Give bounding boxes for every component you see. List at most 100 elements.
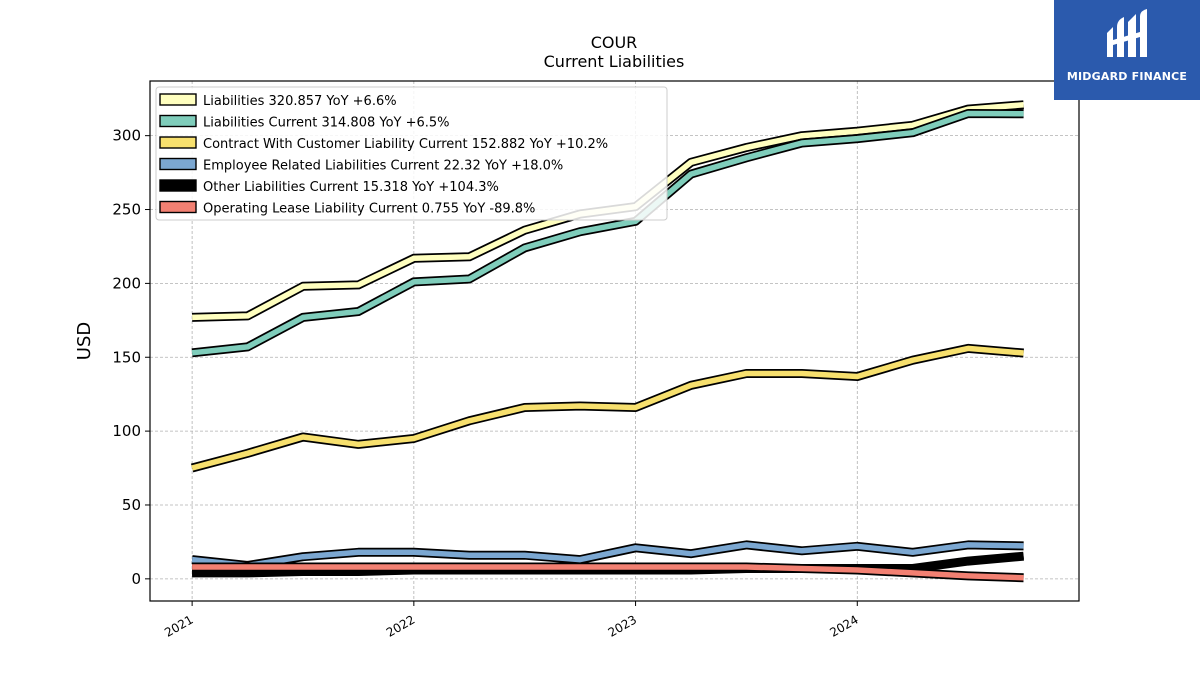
data-point — [744, 372, 748, 376]
data-point — [412, 565, 416, 569]
legend-swatch — [159, 93, 197, 106]
legend: Liabilities 320.857 YoY +6.6% Liabilities… — [155, 86, 668, 221]
series-line-2 — [190, 343, 1026, 473]
y-tick-label: 200 — [112, 274, 141, 292]
data-point — [966, 543, 970, 547]
data-point — [578, 230, 582, 234]
series-stroke — [191, 542, 1024, 569]
series-line-3 — [190, 540, 1026, 570]
data-point — [800, 567, 804, 571]
series-stroke — [191, 110, 1024, 356]
data-point — [966, 346, 970, 350]
data-point — [246, 451, 250, 455]
x-tick-label: 2023 — [606, 612, 639, 639]
data-point — [1022, 351, 1026, 355]
data-point — [356, 283, 360, 287]
data-point — [744, 565, 748, 569]
legend-item: Operating Lease Liability Current 0.755 … — [159, 200, 535, 217]
data-point — [412, 280, 416, 284]
y-tick-label: 0 — [131, 570, 141, 588]
data-point — [356, 550, 360, 554]
data-point — [467, 553, 471, 557]
data-point — [1022, 576, 1026, 580]
data-point — [800, 141, 804, 145]
data-point — [1022, 554, 1026, 558]
data-point — [190, 558, 194, 562]
x-tick-label: 2022 — [384, 612, 417, 639]
data-point — [467, 419, 471, 423]
brand-logo: MIDGARD FINANCE — [1054, 0, 1200, 100]
data-point — [578, 558, 582, 562]
data-point — [1022, 112, 1026, 116]
legend-swatch — [159, 200, 197, 214]
legend-swatch — [159, 157, 197, 171]
data-point — [744, 156, 748, 160]
legend-label: Liabilities Current 314.808 YoY +6.5% — [203, 116, 450, 131]
legend-swatch — [159, 114, 197, 128]
legend-item: Liabilities 320.857 YoY +6.6% — [159, 93, 397, 109]
data-point — [966, 559, 970, 563]
data-point — [356, 442, 360, 446]
data-point — [301, 315, 305, 319]
legend-swatch — [159, 136, 197, 149]
data-point — [855, 137, 859, 141]
data-point — [523, 553, 527, 557]
x-tick-label: 2021 — [162, 612, 195, 639]
data-point — [689, 383, 693, 387]
data-point — [855, 374, 859, 378]
data-point — [412, 437, 416, 441]
data-point — [523, 228, 527, 232]
series-line-5 — [190, 562, 1026, 583]
data-point — [689, 172, 693, 176]
legend-item: Other Liabilities Current 15.318 YoY +10… — [159, 179, 499, 195]
x-axis: 2021 2022 2023 2024 — [162, 601, 861, 640]
data-point — [800, 549, 804, 553]
data-point — [467, 255, 471, 259]
data-point — [301, 284, 305, 288]
data-point — [911, 358, 915, 362]
legend-label: Employee Related Liabilities Current 22.… — [203, 159, 563, 174]
y-tick-label: 50 — [122, 496, 141, 514]
legend-box — [155, 86, 668, 221]
data-point — [467, 277, 471, 281]
data-point — [246, 571, 250, 575]
data-point — [190, 571, 194, 575]
x-tick-label: 2024 — [827, 612, 860, 639]
legend-label: Liabilities 320.857 YoY +6.6% — [203, 94, 397, 109]
y-axis: 0 50 100 150 200 250 300 — [112, 127, 150, 588]
data-point — [578, 404, 582, 408]
y-tick-label: 300 — [112, 127, 141, 145]
y-tick-label: 250 — [112, 201, 141, 219]
data-point — [800, 372, 804, 376]
data-point — [356, 309, 360, 313]
data-point — [634, 565, 638, 569]
data-point — [301, 435, 305, 439]
data-point — [190, 565, 194, 569]
chart-subtitle: Current Liabilities — [544, 52, 685, 71]
data-point — [800, 134, 804, 138]
data-point — [190, 351, 194, 355]
data-point — [246, 314, 250, 318]
legend-label: Operating Lease Liability Current 0.755 … — [203, 202, 535, 217]
data-point — [523, 565, 527, 569]
data-point — [301, 555, 305, 559]
data-point — [911, 550, 915, 554]
data-point — [744, 145, 748, 149]
data-point — [1022, 103, 1026, 107]
data-point — [578, 565, 582, 569]
data-point — [966, 574, 970, 578]
series-line-1 — [190, 109, 1026, 358]
data-point — [689, 160, 693, 164]
data-point — [689, 552, 693, 556]
legend-item: Employee Related Liabilities Current 22.… — [159, 157, 563, 174]
data-point — [855, 568, 859, 572]
legend-label: Other Liabilities Current 15.318 YoY +10… — [203, 180, 499, 195]
plot-frame — [149, 80, 1080, 602]
series-stroke — [191, 345, 1024, 471]
legend-swatch — [159, 179, 197, 192]
data-point — [689, 565, 693, 569]
y-tick-label: 100 — [112, 422, 141, 440]
data-point — [1022, 544, 1026, 548]
legend-item: Contract With Customer Liability Current… — [159, 136, 608, 152]
data-point — [301, 565, 305, 569]
